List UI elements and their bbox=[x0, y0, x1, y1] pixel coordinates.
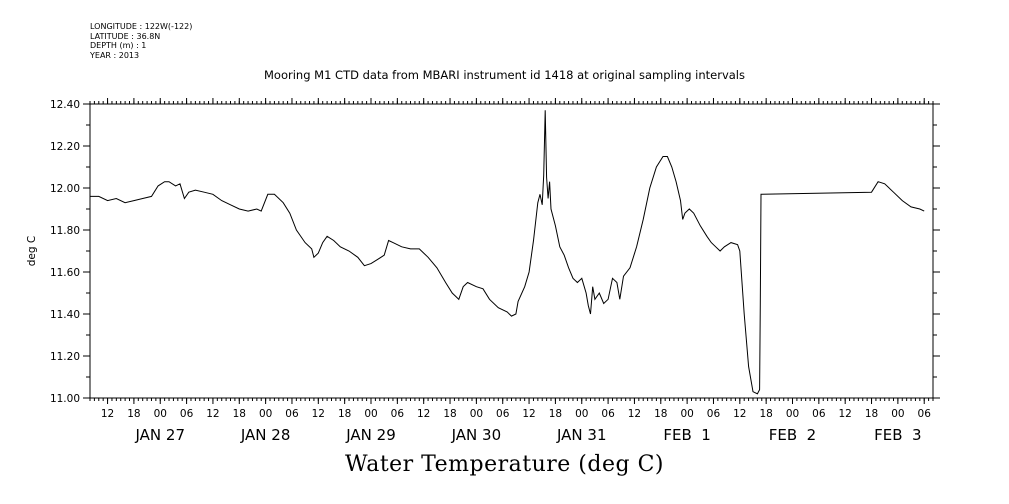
x-axis: 12 18 00 06 12 18 00 06 12 18 00 06 12 18 00 06 12 18 00 06… bbox=[89, 98, 934, 444]
longitude-label: LONGITUDE : 122W(-122) bbox=[90, 22, 193, 31]
x-hour-tick-label: 00 bbox=[470, 408, 483, 420]
x-hour-tick-label: 06 bbox=[918, 408, 932, 420]
x-date-label: JAN 28 bbox=[240, 426, 291, 444]
y-tick-label: 11.20 bbox=[50, 351, 80, 363]
depth-label: DEPTH (m) : 1 bbox=[90, 41, 147, 50]
x-hour-tick-label: 12 bbox=[312, 408, 325, 420]
x-hour-tick-label: 12 bbox=[417, 408, 430, 420]
x-hour-tick-label: 00 bbox=[259, 408, 272, 420]
x-hour-tick-label: 18 bbox=[759, 408, 772, 420]
x-hour-tick-label: 12 bbox=[839, 408, 852, 420]
year-label: YEAR : 2013 bbox=[90, 50, 140, 60]
temperature-series-line bbox=[90, 110, 925, 395]
x-date-label: JAN 30 bbox=[451, 426, 502, 444]
x-axis-label: Water Temperature (deg C) bbox=[345, 452, 664, 477]
y-tick-label: 11.00 bbox=[50, 393, 80, 405]
x-hour-tick-label: 12 bbox=[206, 408, 219, 420]
metadata-block: LONGITUDE : 122W(-122) LATITUDE : 36.8N … bbox=[90, 22, 192, 60]
y-tick-label: 11.60 bbox=[50, 267, 80, 279]
x-hour-tick-label: 18 bbox=[443, 408, 456, 420]
y-tick-label: 12.40 bbox=[50, 99, 80, 111]
x-date-label: FEB 1 bbox=[663, 426, 710, 444]
x-hour-tick-label: 00 bbox=[154, 408, 167, 420]
x-hour-tick-label: 18 bbox=[654, 408, 667, 420]
y-tick-label: 12.00 bbox=[50, 183, 80, 195]
x-hour-tick-label: 12 bbox=[522, 408, 535, 420]
y-tick-label: 12.20 bbox=[50, 141, 80, 153]
x-date-label: FEB 2 bbox=[769, 426, 816, 444]
x-hour-tick-label: 06 bbox=[180, 408, 194, 420]
x-hour-tick-label: 00 bbox=[364, 408, 377, 420]
x-date-label: FEB 3 bbox=[874, 426, 921, 444]
x-hour-tick-label: 12 bbox=[101, 408, 114, 420]
x-date-label: JAN 27 bbox=[135, 426, 186, 444]
x-hour-tick-label: 06 bbox=[812, 408, 826, 420]
x-hour-tick-label: 06 bbox=[391, 408, 405, 420]
latitude-label: LATITUDE : 36.8N bbox=[90, 31, 161, 41]
x-hour-tick-label: 18 bbox=[338, 408, 351, 420]
y-axis-label: deg C bbox=[26, 236, 38, 266]
x-hour-tick-label: 18 bbox=[549, 408, 562, 420]
x-hour-tick-label: 12 bbox=[733, 408, 746, 420]
x-hour-tick-label: 00 bbox=[575, 408, 588, 420]
x-hour-tick-label: 06 bbox=[285, 408, 299, 420]
y-tick-label: 11.40 bbox=[50, 309, 80, 321]
y-axis: 11.00 11.20 11.40 11.60 11.80 12.00 12.20 12.40 bbox=[50, 99, 940, 405]
x-hour-tick-label: 00 bbox=[786, 408, 799, 420]
plot-frame bbox=[89, 103, 934, 399]
chart-title: Mooring M1 CTD data from MBARI instrumen… bbox=[264, 68, 745, 82]
x-date-label: JAN 31 bbox=[556, 426, 607, 444]
x-hour-tick-label: 12 bbox=[628, 408, 641, 420]
x-date-label: JAN 29 bbox=[345, 426, 396, 444]
x-hour-tick-label: 06 bbox=[601, 408, 615, 420]
y-tick-label: 11.80 bbox=[50, 225, 80, 237]
x-hour-tick-label: 06 bbox=[707, 408, 721, 420]
x-hour-tick-label: 00 bbox=[891, 408, 904, 420]
x-hour-tick-label: 18 bbox=[127, 408, 140, 420]
x-hour-tick-label: 18 bbox=[865, 408, 878, 420]
x-hour-tick-label: 18 bbox=[233, 408, 246, 420]
x-hour-tick-label: 00 bbox=[680, 408, 693, 420]
x-hour-tick-label: 06 bbox=[496, 408, 510, 420]
